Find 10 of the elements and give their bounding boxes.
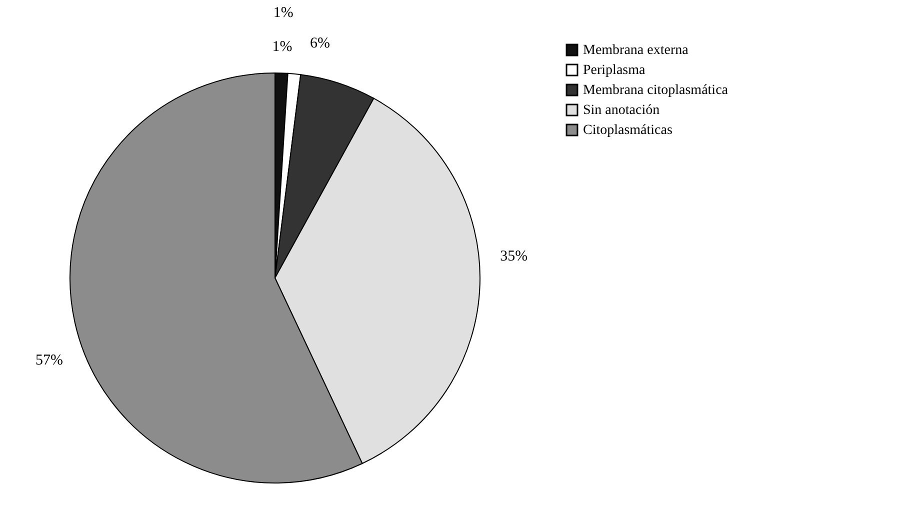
legend-label: Membrana externa <box>583 43 690 58</box>
data-label: 1% <box>272 39 292 56</box>
legend-label: Periplasma <box>583 63 646 78</box>
data-label: 35% <box>500 248 528 264</box>
legend-label: Sin anotación <box>583 103 660 118</box>
data-label: 57% <box>35 352 63 368</box>
data-label: 6% <box>310 35 330 52</box>
legend-label: Citoplasmáticas <box>583 123 672 138</box>
legend-label: Membrana citoplasmática <box>583 83 729 98</box>
data-label: 1% <box>273 5 294 22</box>
